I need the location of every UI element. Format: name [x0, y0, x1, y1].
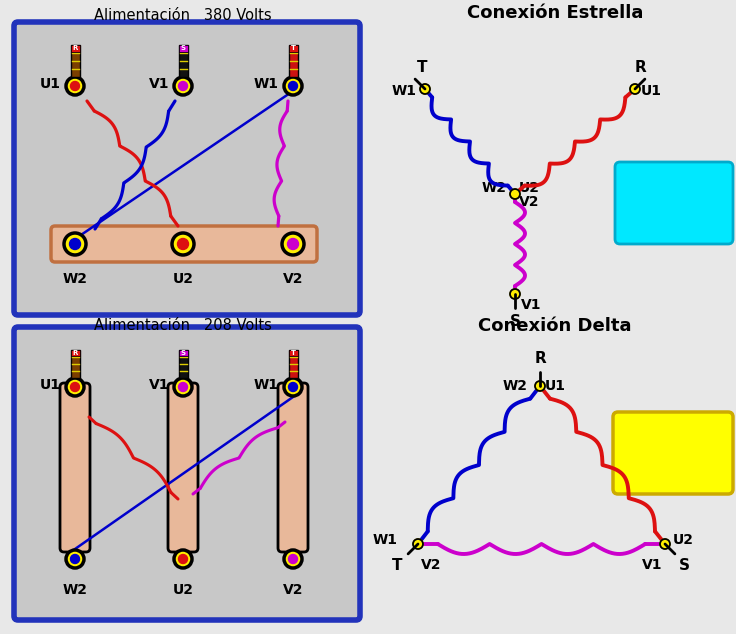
- Circle shape: [71, 82, 79, 91]
- Text: U2: U2: [519, 181, 540, 195]
- Text: W2: W2: [503, 379, 528, 393]
- Circle shape: [172, 233, 194, 255]
- Circle shape: [66, 77, 84, 95]
- Circle shape: [179, 82, 188, 91]
- FancyBboxPatch shape: [168, 383, 198, 552]
- Circle shape: [64, 233, 86, 255]
- Text: U2: U2: [172, 583, 194, 597]
- FancyBboxPatch shape: [14, 327, 360, 620]
- Circle shape: [420, 84, 430, 94]
- Text: V2: V2: [519, 195, 539, 209]
- Text: V2: V2: [421, 558, 442, 572]
- FancyBboxPatch shape: [289, 45, 297, 52]
- Circle shape: [179, 555, 188, 564]
- FancyBboxPatch shape: [60, 383, 90, 552]
- FancyBboxPatch shape: [615, 162, 733, 244]
- Text: V1: V1: [149, 378, 169, 392]
- Text: W2: W2: [63, 272, 88, 286]
- Text: U2: U2: [673, 533, 694, 547]
- Text: W2: W2: [63, 583, 88, 597]
- Text: S: S: [180, 350, 185, 356]
- FancyBboxPatch shape: [71, 350, 79, 378]
- FancyBboxPatch shape: [14, 22, 360, 315]
- Text: W1: W1: [254, 378, 279, 392]
- FancyBboxPatch shape: [278, 383, 308, 552]
- FancyBboxPatch shape: [613, 412, 733, 494]
- Text: Alimentación   380 Volts: Alimentación 380 Volts: [94, 8, 272, 23]
- Circle shape: [289, 82, 297, 91]
- Text: W1: W1: [254, 77, 279, 91]
- Text: W1: W1: [373, 533, 398, 547]
- Text: Conexión Estrella: Conexión Estrella: [467, 4, 643, 22]
- Text: S: S: [180, 46, 185, 51]
- Text: U2: U2: [172, 272, 194, 286]
- Text: Alto
Voltaje: Alto Voltaje: [641, 184, 707, 223]
- Circle shape: [284, 550, 302, 568]
- Text: Conexión Delta: Conexión Delta: [478, 317, 631, 335]
- FancyBboxPatch shape: [289, 45, 297, 77]
- Circle shape: [174, 550, 192, 568]
- Text: V2: V2: [283, 583, 303, 597]
- Text: U1: U1: [545, 379, 566, 393]
- FancyBboxPatch shape: [179, 350, 188, 356]
- Circle shape: [413, 539, 423, 549]
- Circle shape: [289, 555, 297, 564]
- Text: V1: V1: [642, 558, 662, 572]
- Circle shape: [66, 550, 84, 568]
- Circle shape: [71, 555, 79, 564]
- Circle shape: [179, 382, 188, 392]
- Text: T: T: [417, 60, 428, 75]
- FancyBboxPatch shape: [179, 45, 188, 52]
- Text: U1: U1: [641, 84, 662, 98]
- FancyBboxPatch shape: [179, 45, 188, 77]
- Circle shape: [510, 289, 520, 299]
- Circle shape: [177, 238, 188, 250]
- Text: V2: V2: [283, 272, 303, 286]
- Circle shape: [288, 238, 299, 250]
- Text: V1: V1: [521, 298, 542, 312]
- FancyBboxPatch shape: [289, 350, 297, 378]
- Text: S: S: [509, 314, 520, 329]
- Circle shape: [174, 77, 192, 95]
- Circle shape: [174, 378, 192, 396]
- FancyBboxPatch shape: [179, 350, 188, 378]
- Text: W2: W2: [482, 181, 507, 195]
- FancyBboxPatch shape: [71, 45, 79, 77]
- Circle shape: [66, 378, 84, 396]
- Circle shape: [510, 189, 520, 199]
- Text: S: S: [679, 558, 690, 573]
- Text: U1: U1: [40, 77, 61, 91]
- Circle shape: [284, 77, 302, 95]
- Text: T: T: [291, 46, 295, 51]
- Text: Alimentación   208 Volts: Alimentación 208 Volts: [94, 318, 272, 332]
- Circle shape: [71, 382, 79, 392]
- Circle shape: [69, 238, 80, 250]
- Circle shape: [660, 539, 670, 549]
- Circle shape: [284, 378, 302, 396]
- Circle shape: [282, 233, 304, 255]
- Text: R: R: [634, 60, 646, 75]
- Text: R: R: [72, 350, 78, 356]
- Text: V1: V1: [149, 77, 169, 91]
- Text: T: T: [392, 558, 402, 573]
- Text: W1: W1: [392, 84, 417, 98]
- Text: R: R: [72, 46, 78, 51]
- FancyBboxPatch shape: [71, 45, 79, 52]
- Text: Bajo
Voltaje: Bajo Voltaje: [640, 434, 706, 472]
- Text: T: T: [291, 350, 295, 356]
- FancyBboxPatch shape: [71, 350, 79, 356]
- Circle shape: [630, 84, 640, 94]
- FancyBboxPatch shape: [289, 350, 297, 356]
- Circle shape: [535, 381, 545, 391]
- FancyBboxPatch shape: [51, 226, 317, 262]
- Text: U1: U1: [40, 378, 61, 392]
- Circle shape: [289, 382, 297, 392]
- Text: R: R: [534, 351, 546, 366]
